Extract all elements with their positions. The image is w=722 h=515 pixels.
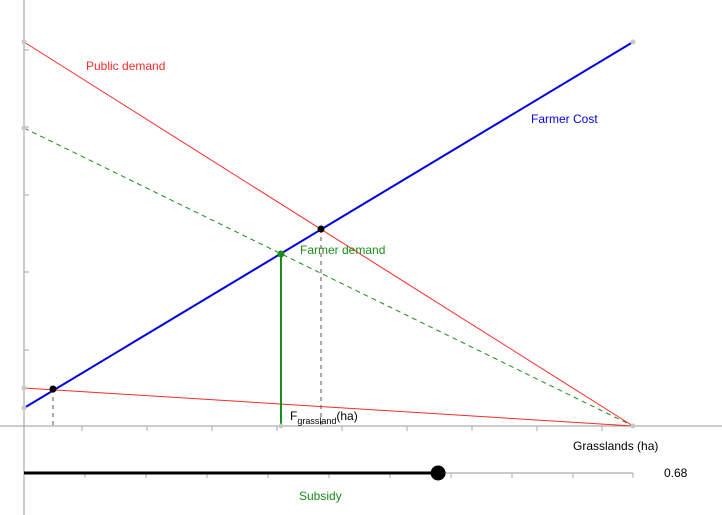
farmer-equilibrium-point[interactable]	[277, 250, 285, 258]
x-axis-label: Grasslands (ha)	[573, 439, 658, 453]
public-demand-line	[23, 41, 634, 427]
x-axis-ticks	[81, 426, 603, 431]
slider-label: Subsidy	[299, 489, 342, 503]
f-grassland-label: Fgrassland(ha)	[290, 409, 358, 426]
endpoint-markers	[21, 39, 636, 429]
farmer-demand-line	[23, 127, 634, 427]
slider-handle[interactable]	[430, 465, 446, 481]
slider-value: 0.68	[664, 466, 688, 480]
private-benefit-line	[23, 387, 634, 427]
farmer-cost-label: Farmer Cost	[531, 112, 598, 126]
private-equilibrium-point[interactable]	[49, 385, 57, 393]
social-equilibrium-point[interactable]	[317, 225, 325, 233]
public-demand-label: Public demand	[86, 59, 165, 73]
y-axis-ticks	[24, 49, 29, 351]
subsidy-slider[interactable]	[23, 465, 634, 481]
farmer-demand-label: Farmer demand	[300, 243, 385, 257]
farmer-cost-line	[23, 41, 634, 409]
